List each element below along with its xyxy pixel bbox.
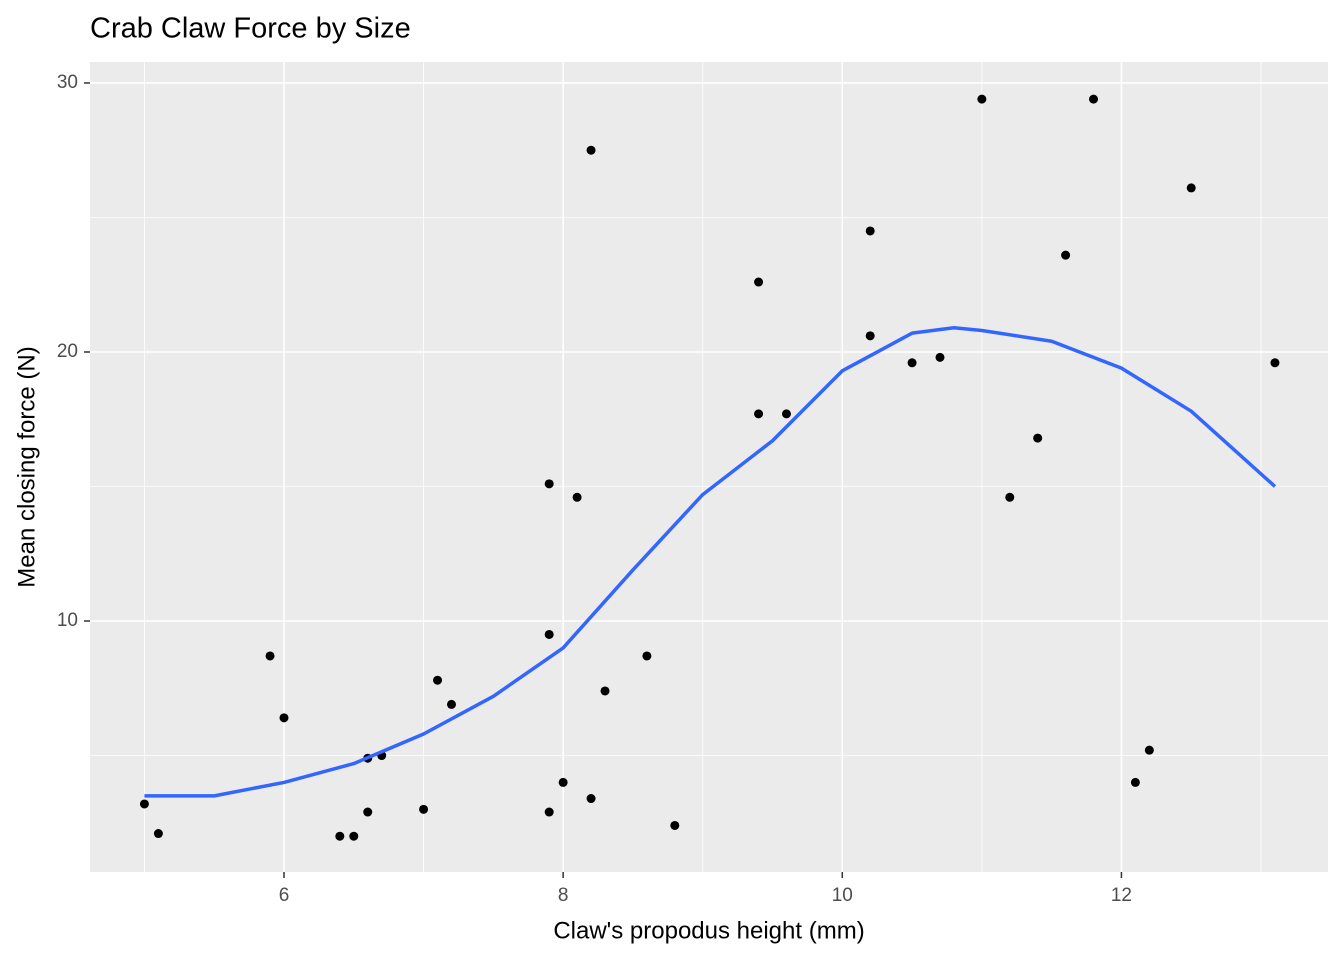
point <box>670 820 680 830</box>
point <box>558 777 568 787</box>
point <box>865 226 875 236</box>
point <box>781 409 791 419</box>
point <box>1061 250 1071 260</box>
y-axis-label: Mean closing force (N) <box>13 346 40 587</box>
point <box>935 352 945 362</box>
point <box>363 807 373 817</box>
point <box>977 94 987 104</box>
point <box>433 675 443 685</box>
point <box>419 804 429 814</box>
point <box>586 794 596 804</box>
y-tick-label: 20 <box>57 341 78 362</box>
point <box>139 799 149 809</box>
x-tick-label: 12 <box>1111 885 1132 906</box>
chart-title: Crab Claw Force by Size <box>90 13 411 45</box>
x-tick-label: 6 <box>279 885 290 906</box>
point <box>265 651 275 661</box>
y-tick-label: 30 <box>57 72 78 93</box>
point <box>544 807 554 817</box>
smooth-line <box>144 326 1277 798</box>
point <box>1186 183 1196 193</box>
point <box>349 831 359 841</box>
point <box>335 831 345 841</box>
x-tick-label: 10 <box>832 885 853 906</box>
point <box>1033 433 1043 443</box>
point <box>754 277 764 287</box>
point <box>446 699 456 709</box>
point <box>1144 745 1154 755</box>
point <box>865 331 875 341</box>
panel <box>90 62 1328 872</box>
point <box>1089 94 1099 104</box>
point <box>1130 777 1140 787</box>
y-tick-label: 10 <box>57 610 78 631</box>
point <box>1270 358 1280 368</box>
point <box>586 145 596 155</box>
point <box>544 479 554 489</box>
point <box>642 651 652 661</box>
point <box>572 492 582 502</box>
x-tick-label: 8 <box>558 885 569 906</box>
point <box>600 686 610 696</box>
point <box>907 358 917 368</box>
x-axis-label: Claw's propodus height (mm) <box>553 917 864 944</box>
point <box>544 629 554 639</box>
point <box>1005 492 1015 502</box>
point <box>279 713 289 723</box>
point <box>754 409 764 419</box>
point <box>153 829 163 839</box>
